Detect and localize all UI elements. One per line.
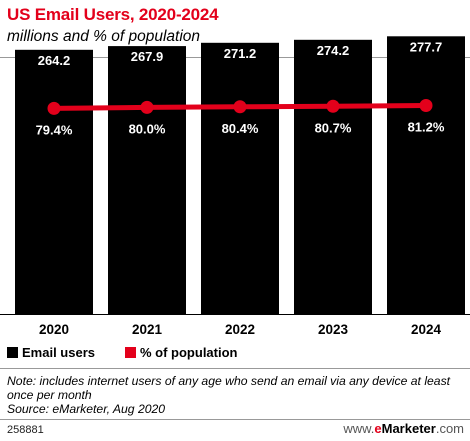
source-text: Source: eMarketer, Aug 2020 [7,402,166,416]
bar-value-label: 271.2 [224,46,257,61]
legend-label-email-users: Email users [22,345,95,360]
bar-2020 [15,49,93,315]
chart-id: 258881 [7,424,44,436]
population-point-2024 [419,98,433,112]
bar-2024 [387,36,465,315]
bar-2022 [201,42,279,315]
bar-2021 [108,46,186,314]
chart-subtitle: millions and % of population [7,28,201,45]
note-text: Note: includes internet users of any age… [7,374,451,402]
population-value-label: 80.4% [222,121,259,136]
population-point-2022 [233,100,247,114]
chart-plot: 264.2 267.9 271.2 274.2 277.7 79.4% 80.0% 80.4%… [0,36,470,337]
bar-value-label: 274.2 [317,43,350,58]
x-tick-label: 2024 [411,322,442,337]
legend-item-email-users: Email users [7,345,95,360]
site-brand-e: e [374,421,382,436]
site-brand: Marketer [381,421,436,436]
x-tick-label: 2023 [318,322,349,337]
population-point-2023 [326,99,340,113]
site-link[interactable]: www.eMarketer.com [343,421,464,436]
population-value-label: 80.0% [129,121,166,136]
population-value-label: 81.2% [408,119,445,134]
bar-2023 [294,39,372,315]
note-divider [0,368,470,369]
x-tick-label: 2021 [132,322,163,337]
legend-swatch-email-users [7,347,18,358]
bar-value-label: 277.7 [410,39,443,54]
site-prefix: www. [343,421,375,436]
legend-item-population: % of population [125,345,237,360]
population-point-2020 [47,101,61,115]
chart-note: Note: includes internet users of any age… [7,374,467,416]
bar-value-label: 267.9 [131,49,164,64]
population-value-label: 80.7% [315,120,352,135]
legend-swatch-population [125,347,136,358]
population-point-2021 [140,100,154,114]
population-value-label: 79.4% [36,122,73,137]
chart-title: US Email Users, 2020-2024 [7,5,219,24]
footer-divider [0,419,470,420]
x-tick-label: 2020 [39,322,69,337]
x-tick-label: 2022 [225,322,255,337]
site-suffix: .com [435,421,464,436]
bar-value-label: 264.2 [38,53,71,68]
legend-label-population: % of population [140,345,238,360]
